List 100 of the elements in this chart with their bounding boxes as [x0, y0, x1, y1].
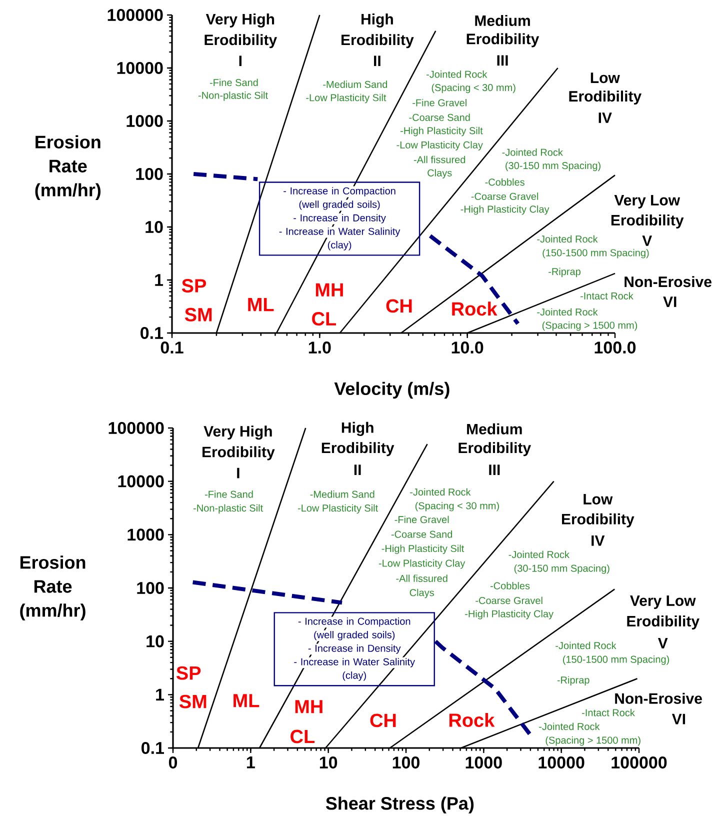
annotation: MH [316, 283, 343, 296]
annotation: - Increase in Compaction [284, 187, 396, 196]
y-tick-label: 1 [155, 274, 164, 286]
annotation: -High Plasticity Silt [382, 544, 464, 554]
annotation: -Coarse Sand [391, 530, 452, 538]
annotation: (Spacing > 1500 mm) [546, 736, 640, 746]
annotation: Low [584, 494, 613, 504]
annotation: - Increase in Density [308, 644, 401, 654]
annotation: (30-150 mm Spacing) [506, 162, 600, 172]
annotation: -Coarse Gravel [471, 192, 538, 200]
annotation: -Medium Sand [323, 80, 388, 88]
annotation: CL [290, 730, 315, 744]
annotation: High [362, 13, 393, 28]
annotation: -High Plasticity Silt [400, 126, 483, 136]
y-tick-label: 100000 [108, 422, 164, 434]
annotation: High [342, 422, 374, 436]
x-tick-label: 10 [320, 756, 338, 769]
annotation: -Riprap [548, 268, 580, 278]
annotation: Erodibility [458, 442, 532, 456]
annotation: Erodibility [322, 442, 394, 456]
annotation: ML [248, 298, 274, 312]
annotation: IV [592, 535, 605, 546]
annotation: (30-150 mm Spacing) [514, 564, 610, 574]
annotation: Erodibility [611, 214, 684, 228]
annotation: (clay) [342, 671, 366, 681]
annotation: -All fissured [396, 574, 448, 582]
annotation: (clay) [328, 241, 352, 250]
annotation: -Non-plastic Silt [198, 92, 268, 101]
annotation: -All fissured [414, 156, 466, 164]
annotation: -Intact Rock [582, 708, 635, 716]
y-axis-title: Erosion Rate (mm/hr) [20, 556, 86, 620]
annotation: I [239, 56, 242, 66]
annotation: -Jointed Rock [410, 488, 471, 496]
annotation: Erodibility [562, 513, 634, 528]
annotation: Very Low [614, 195, 680, 208]
annotation: II [354, 464, 361, 475]
annotation: CL [312, 312, 336, 326]
x-tick-label: 10.0 [452, 342, 484, 354]
annotation: Rock [449, 712, 495, 727]
annotation: III [497, 55, 508, 66]
annotation: -High Plasticity Clay [465, 610, 554, 620]
y-tick-label: 10000 [118, 475, 164, 488]
y-tick-label: 1000 [126, 114, 163, 128]
annotation: -Riprap [557, 676, 590, 686]
annotation: SM [184, 308, 212, 322]
annotation: Rock [452, 302, 498, 316]
annotation: Low [590, 72, 620, 84]
x-axis-title: Velocity (m/s) [334, 382, 450, 399]
annotation: (well graded soils) [314, 630, 395, 640]
annotation: Erodibility [202, 446, 275, 460]
annotation: Very High [204, 426, 272, 440]
annotation: I [237, 468, 240, 478]
annotation: Erodibility [342, 34, 414, 48]
y-tick-label: 0.1 [142, 742, 164, 754]
annotation: ML [234, 694, 260, 708]
annotation: -Low Plasticity Clay [378, 559, 466, 569]
x-tick-label: 1000 [466, 756, 502, 769]
x-tick-label: 100 [392, 756, 420, 769]
text: V [658, 638, 668, 648]
x-axis-title: Shear Stress (Pa) [326, 796, 474, 814]
annotation: IV [598, 112, 612, 123]
annotation: -Coarse Sand [409, 114, 470, 121]
annotation: -Jointed Rock [537, 235, 598, 243]
annotation: Non-Erosive [615, 692, 702, 704]
y-tick-label: 1000 [128, 528, 164, 541]
x-tick-label: 0 [168, 756, 178, 769]
annotation: -Fine Sand [210, 78, 258, 86]
annotation: -Cobbles [485, 178, 524, 186]
annotation: -High Plasticity Clay [460, 205, 550, 215]
annotation: -Low Plasticity Clay [396, 141, 483, 150]
annotation: -Jointed Rock [537, 308, 598, 316]
y-tick-label: 10000 [117, 62, 163, 74]
annotation: MH [295, 700, 322, 714]
annotation: -Jointed Rock [508, 550, 570, 558]
y-tick-label: 100 [137, 582, 164, 594]
annotation: -Low Plasticity Silt [298, 504, 378, 514]
annotation: CH [370, 714, 396, 728]
annotation: -Fine Gravel [412, 98, 466, 106]
annotation: -Jointed Rock [539, 722, 600, 730]
annotation: (Spacing < 30 mm) [415, 502, 499, 512]
annotation: Very Low [630, 596, 696, 609]
annotation: -Non-plastic Silt [194, 504, 263, 514]
annotation: -Low Plasticity Silt [306, 94, 386, 104]
text: Non-Erosive [624, 276, 712, 288]
annotation: - Increase in Density [294, 214, 386, 224]
y-tick-label: 1 [156, 688, 164, 701]
annotation: SP [182, 279, 206, 292]
annotation: -Cobbles [490, 582, 530, 590]
annotation: Very High [206, 13, 274, 28]
y-tick-label: 100 [136, 168, 163, 180]
annotation: CH [386, 299, 412, 313]
annotation: (150-1500 mm Spacing) [542, 248, 649, 258]
y-tick-label: 10 [146, 635, 164, 648]
y-tick-label: 0.1 [140, 326, 164, 340]
annotation: (well graded soils) [299, 200, 380, 210]
annotation: -Intact Rock [580, 292, 634, 300]
annotation: III [489, 464, 500, 475]
annotation: -Fine Gravel [394, 516, 449, 524]
annotation: Erodibility [569, 90, 642, 105]
annotation: II [374, 56, 380, 66]
